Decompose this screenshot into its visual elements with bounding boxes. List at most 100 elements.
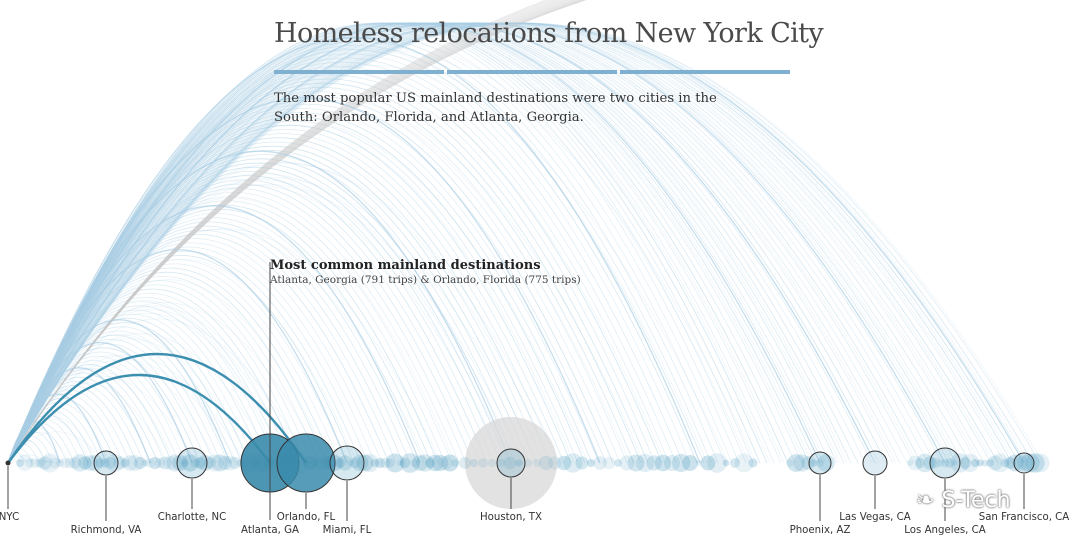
destination-bubble (360, 453, 380, 473)
destination-bubble (35, 458, 45, 468)
destination-bubble (563, 453, 583, 473)
destination-bubble (334, 457, 346, 469)
title-rule-2 (447, 70, 617, 74)
destination-bubble (906, 459, 914, 467)
destination-bubble (1030, 453, 1050, 473)
destination-bubble (976, 459, 984, 467)
destination-bubble (801, 456, 815, 470)
grey-arc (7, 0, 587, 464)
destination-bubble (786, 459, 794, 467)
background-arc (7, 137, 551, 464)
destination-bubble (532, 458, 542, 468)
grey-arc (7, 0, 574, 464)
destination-bubble (385, 453, 405, 473)
background-arc (7, 375, 197, 464)
destination-bubble (951, 459, 959, 467)
destination-bubble (722, 459, 730, 467)
destination-bubble (190, 458, 200, 468)
destination-bubble (1012, 455, 1028, 471)
destination-bubble (1000, 458, 1010, 468)
destination-bubble (914, 457, 926, 469)
destination-bubble (523, 458, 533, 468)
destination-bubble (907, 455, 923, 471)
destination-bubble (734, 453, 754, 473)
destination-bubble (646, 455, 662, 471)
destination-bubble (793, 454, 811, 472)
label-phoenix: Phoenix, AZ (789, 525, 851, 536)
background-arc (7, 125, 575, 464)
background-arc (7, 22, 789, 464)
destination-bubble (103, 456, 117, 470)
destination-bubble (400, 453, 420, 473)
background-arc (7, 234, 390, 464)
background-arc (7, 242, 376, 464)
destination-arc (7, 22, 1025, 464)
destination-bubble (1016, 454, 1034, 472)
destination-arc (7, 249, 348, 464)
destination-arc (7, 319, 231, 464)
destination-bubble (197, 455, 213, 471)
background-arc (7, 460, 57, 464)
destination-bubble (412, 455, 428, 471)
destination-bubble (71, 454, 89, 472)
destination-bubble (95, 458, 105, 468)
label-las-vegas: Las Vegas, CA (839, 512, 911, 523)
destination-bubble (122, 455, 138, 471)
destination-bubble (82, 455, 98, 471)
destination-bubble (682, 455, 698, 471)
grey-arc (7, 0, 585, 464)
chart-title: Homeless relocations from New York City (274, 18, 824, 49)
destination-bubble (810, 459, 818, 467)
destination-bubble (55, 458, 65, 468)
background-arc (7, 355, 218, 464)
grey-arc (7, 0, 586, 464)
destination-bubble (228, 456, 242, 470)
destination-bubble (987, 455, 1003, 471)
destination-bubble (337, 455, 353, 471)
destination-bubble (635, 453, 655, 473)
destination-bubble (469, 458, 479, 468)
bubble-phoenix (808, 451, 832, 475)
destination-bubble (206, 454, 224, 472)
destination-bubble (105, 453, 125, 473)
destination-bubble (815, 458, 825, 468)
background-arc (7, 302, 323, 464)
destination-bubble (575, 456, 589, 470)
destination-bubble (431, 454, 449, 472)
destination-bubble (970, 458, 980, 468)
destination-bubble (120, 458, 130, 468)
destination-bubble (945, 458, 955, 468)
label-san-francisco: San Francisco, CA (978, 512, 1070, 523)
label-orlando: Orlando, FL (276, 512, 336, 523)
destination-bubble (426, 454, 444, 472)
grey-arc (7, 0, 551, 464)
label-richmond: Richmond, VA (70, 525, 142, 536)
background-arc (7, 309, 295, 464)
background-arc (7, 312, 288, 464)
destination-bubble (503, 456, 517, 470)
grey-arc-group (7, 0, 587, 464)
destination-bubble (671, 453, 691, 473)
bubble-richmond (93, 450, 119, 476)
destination-bubble (602, 456, 616, 470)
bubble-las-vegas (862, 450, 888, 476)
grey-arc (7, 0, 582, 464)
destination-bubble (349, 457, 361, 469)
label-houston: Houston, TX (479, 512, 543, 523)
destination-arc (7, 22, 946, 464)
destination-bubble (181, 459, 189, 467)
bubble-san-francisco (1013, 452, 1035, 474)
destination-bubble (133, 456, 147, 470)
destination-bubble (172, 455, 188, 471)
background-arc (7, 125, 572, 464)
destination-bubble (69, 457, 81, 469)
destination-bubble (15, 458, 25, 468)
bubble-orlando (276, 433, 336, 493)
background-arc (7, 225, 404, 464)
destination-bubble (1004, 457, 1016, 469)
background-arc (7, 221, 411, 464)
destination-bubble (929, 457, 941, 469)
background-arc (7, 305, 302, 464)
destination-bubble (940, 458, 950, 468)
